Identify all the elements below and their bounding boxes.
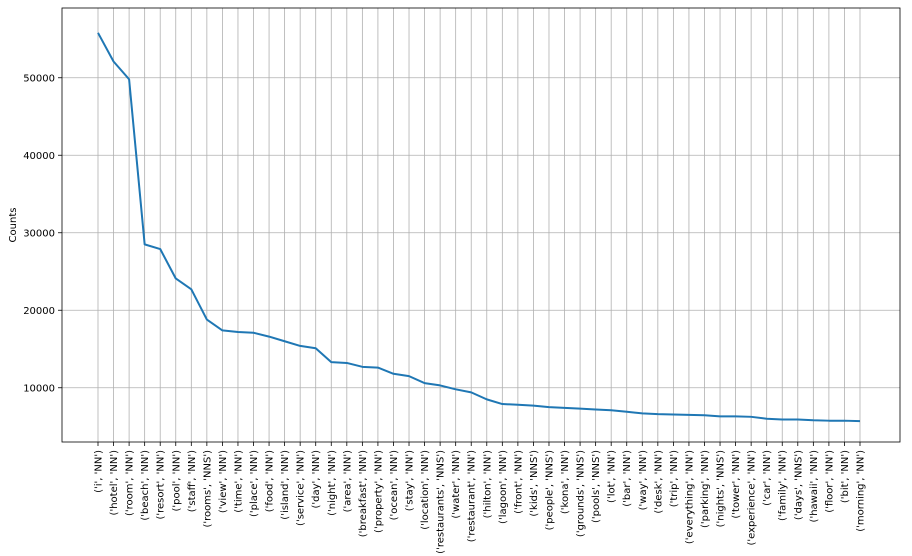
x-tick-label: ('room', 'NN') bbox=[125, 450, 136, 516]
x-tick-label: ('family', 'NN') bbox=[778, 450, 789, 521]
y-tick-label: 30000 bbox=[23, 228, 55, 239]
x-tick-label: ('parking', 'NN') bbox=[700, 450, 711, 528]
x-tick-label: ('grounds', 'NNS') bbox=[576, 450, 587, 537]
x-tick-label: ('breakfast', 'NN') bbox=[358, 450, 369, 537]
y-tick-label: 10000 bbox=[23, 383, 55, 394]
x-tick-label: ('bit', 'NN') bbox=[840, 450, 851, 503]
x-tick-label: ('lot', 'NN') bbox=[607, 450, 618, 503]
x-tick-label: ('time', 'NN') bbox=[233, 450, 244, 513]
y-axis: 10000 20000 30000 40000 50000 bbox=[23, 73, 62, 394]
y-tick-label: 20000 bbox=[23, 306, 55, 317]
x-tick-label: ('experience', 'NN') bbox=[747, 450, 758, 546]
x-tick-label: ('place', 'NN') bbox=[249, 450, 260, 517]
x-tick-label: ('island', 'NN') bbox=[280, 450, 291, 520]
x-tick-label: ('night', 'NN') bbox=[327, 450, 338, 516]
x-tick-label: ('tower', 'NN') bbox=[731, 450, 742, 519]
x-tick-label: ('food', 'NN') bbox=[265, 450, 276, 512]
x-tick-label: ('rooms', 'NNS') bbox=[202, 450, 213, 528]
x-tick-label: ('beach', 'NN') bbox=[140, 450, 151, 521]
x-tick-label: ('kids', 'NNS') bbox=[529, 450, 540, 517]
x-tick-label: ('bar', 'NN') bbox=[622, 450, 633, 507]
x-tick-label: ('location', 'NN') bbox=[420, 450, 431, 530]
x-tick-label: ('floor', 'NN') bbox=[824, 450, 835, 513]
grid bbox=[62, 8, 900, 442]
x-tick-label: ('front', 'NN') bbox=[513, 450, 524, 514]
x-axis: ('i', 'NN') ('hotel', 'NN') ('room', 'NN')… bbox=[94, 442, 867, 554]
x-tick-label: ('desk', 'NN') bbox=[653, 450, 664, 514]
x-tick-label: ('way', 'NN') bbox=[638, 450, 649, 510]
x-tick-label: ('area', 'NN') bbox=[342, 450, 353, 513]
y-axis-label: Counts bbox=[8, 208, 19, 243]
y-tick-label: 40000 bbox=[23, 151, 55, 162]
x-tick-label: ('service', 'NN') bbox=[296, 450, 307, 526]
x-tick-label: ('everything', 'NN') bbox=[684, 450, 695, 544]
x-tick-label: ('trip', 'NN') bbox=[669, 450, 680, 507]
x-tick-label: ('people', 'NNS') bbox=[544, 450, 555, 530]
x-tick-label: ('hawaii', 'NN') bbox=[809, 450, 820, 523]
series-line-group bbox=[97, 32, 861, 423]
x-tick-label: ('ocean', 'NN') bbox=[389, 450, 400, 520]
series-line bbox=[97, 32, 861, 423]
x-tick-label: ('morning', 'NN') bbox=[856, 450, 867, 532]
x-tick-label: ('nights', 'NNS') bbox=[716, 450, 727, 527]
x-tick-label: ('pools', 'NNS') bbox=[591, 450, 602, 523]
y-tick-label: 50000 bbox=[23, 73, 55, 84]
x-tick-label: ('stay', 'NN') bbox=[405, 450, 416, 511]
x-tick-label: ('car', 'NN') bbox=[762, 450, 773, 506]
x-tick-label: ('property', 'NN') bbox=[373, 450, 384, 533]
x-tick-label: ('staff', 'NN') bbox=[187, 450, 198, 512]
x-tick-label: ('restaurants', 'NNS') bbox=[436, 450, 447, 554]
x-tick-label: ('restaurant', 'NN') bbox=[467, 450, 478, 542]
x-tick-label: ('kona', 'NN') bbox=[560, 450, 571, 514]
x-tick-label: ('water', 'NN') bbox=[451, 450, 462, 519]
x-tick-label: ('i', 'NN') bbox=[94, 450, 105, 493]
x-tick-label: ('hilton', 'NN') bbox=[482, 450, 493, 518]
x-tick-label: ('pool', 'NN') bbox=[171, 450, 182, 512]
x-tick-label: ('lagoon', 'NN') bbox=[498, 450, 509, 524]
x-tick-label: ('days', 'NNS') bbox=[793, 450, 804, 520]
plot-frame bbox=[61, 7, 901, 443]
x-tick-label: ('view', 'NN') bbox=[218, 450, 229, 513]
x-tick-label: ('resort', 'NN') bbox=[156, 450, 167, 520]
x-tick-label: ('day', 'NN') bbox=[311, 450, 322, 509]
x-tick-label: ('hotel', 'NN') bbox=[109, 450, 120, 516]
